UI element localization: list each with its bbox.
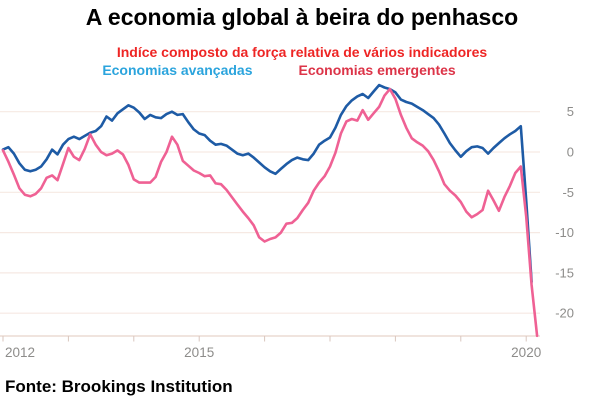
chart-legend: Economias avançadas Economias emergentes	[0, 62, 604, 78]
y-tick-label: 0	[567, 145, 574, 160]
chart-subtitle: Indíce composto da força relativa de vár…	[116, 44, 488, 60]
legend-item-emerging: Economias emergentes	[298, 62, 456, 78]
x-tick-label: 2015	[184, 345, 214, 360]
legend-item-advanced: Economias avançadas	[102, 62, 253, 78]
y-tick-label: -15	[555, 265, 574, 280]
y-tick-label: -20	[555, 306, 574, 321]
x-tick-label: 2020	[511, 345, 541, 360]
line-chart-svg: 5 0 -5 -10 -15 -20 2012 2015 2020	[0, 83, 574, 360]
emerging-economies-line	[1, 87, 539, 338]
y-tick-label: -5	[562, 185, 574, 200]
advanced-economies-line	[1, 83, 533, 284]
y-tick-label: -10	[555, 225, 574, 240]
y-tick-label: 5	[567, 104, 574, 119]
x-tick-label: 2012	[5, 345, 35, 360]
line-chart: 5 0 -5 -10 -15 -20 2012 2015 2020	[0, 80, 604, 376]
source-credit: Fonte: Brookings Institution	[5, 377, 233, 396]
page-title: A economia global à beira do penhasco	[85, 4, 519, 30]
